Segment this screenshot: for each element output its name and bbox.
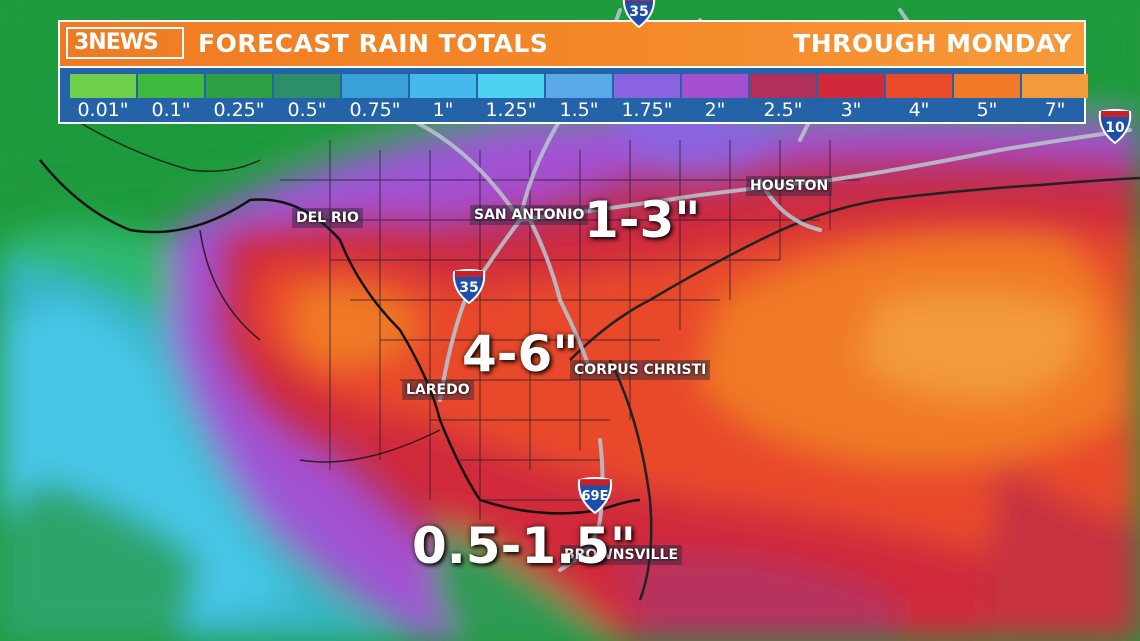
legend-item: 0.25" (206, 74, 272, 121)
legend-label: 1.25" (485, 99, 537, 121)
legend-label: 0.25" (213, 99, 265, 121)
legend-swatch (138, 74, 204, 98)
rain-amount-label: 4-6" (462, 325, 579, 383)
legend-item: 4" (886, 74, 952, 121)
legend-label: 4" (908, 99, 930, 121)
rainfall-legend: 0.01" 0.1" 0.25" 0.5" 0.75" 1" 1.25" 1.5… (58, 66, 1088, 124)
legend-item: 2" (682, 74, 748, 121)
legend-swatch (206, 74, 272, 98)
city-label-corpus-christi: CORPUS CHRISTI (570, 360, 711, 380)
legend-label: 7" (1044, 99, 1066, 121)
interstate-10-shield-icon: 10 (1098, 108, 1132, 144)
legend-swatch (818, 74, 884, 98)
legend-swatch (614, 74, 680, 98)
legend-swatch (886, 74, 952, 98)
legend-label: 3" (840, 99, 862, 121)
legend-item: 1" (410, 74, 476, 121)
legend-item: 1.25" (478, 74, 544, 121)
interstate-69e-shield-icon: 69E (574, 476, 616, 514)
city-label-houston: HOUSTON (746, 176, 833, 196)
legend-label: 2.5" (763, 99, 803, 121)
legend-swatch (342, 74, 408, 98)
legend-swatch (954, 74, 1020, 98)
city-label-brownsville: BROWNSVILLE (560, 545, 683, 565)
legend-item: 0.5" (274, 74, 340, 121)
legend-label: 1.5" (559, 99, 599, 121)
interstate-35-shield-icon: 35 (452, 268, 486, 304)
title-bar: 3NEWS FORECAST RAIN TOTALS THROUGH MONDA… (58, 20, 1086, 66)
legend-item: 2.5" (750, 74, 816, 121)
station-logo: 3NEWS (66, 27, 184, 59)
legend-label: 0.5" (287, 99, 327, 121)
legend-swatch (682, 74, 748, 98)
map-subtitle: THROUGH MONDAY (793, 29, 1072, 58)
city-label-san-antonio: SAN ANTONIO (470, 205, 589, 225)
legend-label: 1.75" (621, 99, 673, 121)
legend-item: 7" (1022, 74, 1088, 121)
legend-label: 5" (976, 99, 998, 121)
interstate-35-shield-icon: 35 (622, 0, 656, 28)
legend-item: 0.1" (138, 74, 204, 121)
rain-amount-label: 1-3" (584, 191, 701, 249)
legend-swatch (546, 74, 612, 98)
legend-item: 1.5" (546, 74, 612, 121)
legend-swatch (274, 74, 340, 98)
legend-label: 0.01" (77, 99, 129, 121)
city-label-del-rio: DEL RIO (292, 208, 363, 228)
legend-label: 0.1" (151, 99, 191, 121)
rain-amount-label: 0.5-1.5" (412, 517, 636, 575)
legend-swatch (478, 74, 544, 98)
map-title: FORECAST RAIN TOTALS (198, 29, 549, 58)
legend-label: 2" (704, 99, 726, 121)
legend-item: 0.01" (70, 74, 136, 121)
legend-item: 1.75" (614, 74, 680, 121)
legend-label: 0.75" (349, 99, 401, 121)
legend-item: 5" (954, 74, 1020, 121)
legend-item: 0.75" (342, 74, 408, 121)
legend-swatch (70, 74, 136, 98)
legend-item: 3" (818, 74, 884, 121)
legend-label: 1" (432, 99, 454, 121)
city-label-laredo: LAREDO (402, 380, 474, 400)
legend-swatch (750, 74, 816, 98)
legend-swatch (1022, 74, 1088, 98)
legend-swatch (410, 74, 476, 98)
